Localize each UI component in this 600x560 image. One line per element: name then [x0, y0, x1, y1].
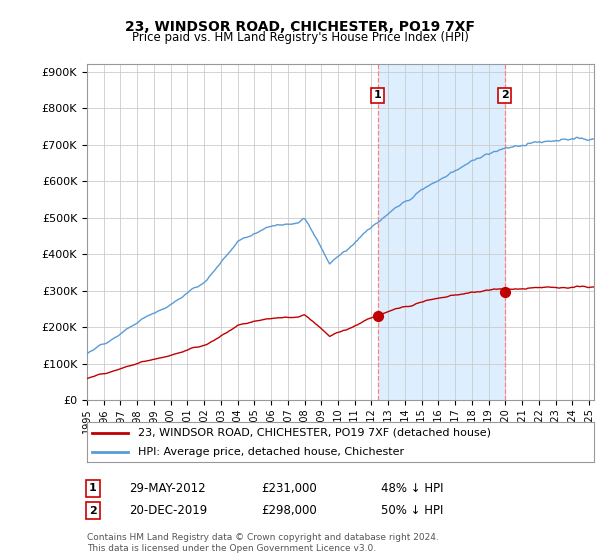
Text: 1: 1 — [89, 483, 97, 493]
Text: 20-DEC-2019: 20-DEC-2019 — [129, 504, 207, 517]
Text: 23, WINDSOR ROAD, CHICHESTER, PO19 7XF: 23, WINDSOR ROAD, CHICHESTER, PO19 7XF — [125, 20, 475, 34]
Text: 50% ↓ HPI: 50% ↓ HPI — [381, 504, 443, 517]
Text: HPI: Average price, detached house, Chichester: HPI: Average price, detached house, Chic… — [138, 447, 404, 457]
Text: 29-MAY-2012: 29-MAY-2012 — [129, 482, 206, 495]
Bar — [377, 64, 505, 400]
Point — [500, 287, 509, 296]
Text: £298,000: £298,000 — [261, 504, 317, 517]
Text: 23, WINDSOR ROAD, CHICHESTER, PO19 7XF (detached house): 23, WINDSOR ROAD, CHICHESTER, PO19 7XF (… — [138, 428, 491, 438]
Text: Price paid vs. HM Land Registry's House Price Index (HPI): Price paid vs. HM Land Registry's House … — [131, 31, 469, 44]
Text: 2: 2 — [89, 506, 97, 516]
Text: 1: 1 — [374, 91, 382, 100]
Text: 2: 2 — [501, 91, 509, 100]
Text: 48% ↓ HPI: 48% ↓ HPI — [381, 482, 443, 495]
Point — [373, 311, 382, 320]
Text: £231,000: £231,000 — [261, 482, 317, 495]
Text: Contains HM Land Registry data © Crown copyright and database right 2024.
This d: Contains HM Land Registry data © Crown c… — [87, 533, 439, 553]
